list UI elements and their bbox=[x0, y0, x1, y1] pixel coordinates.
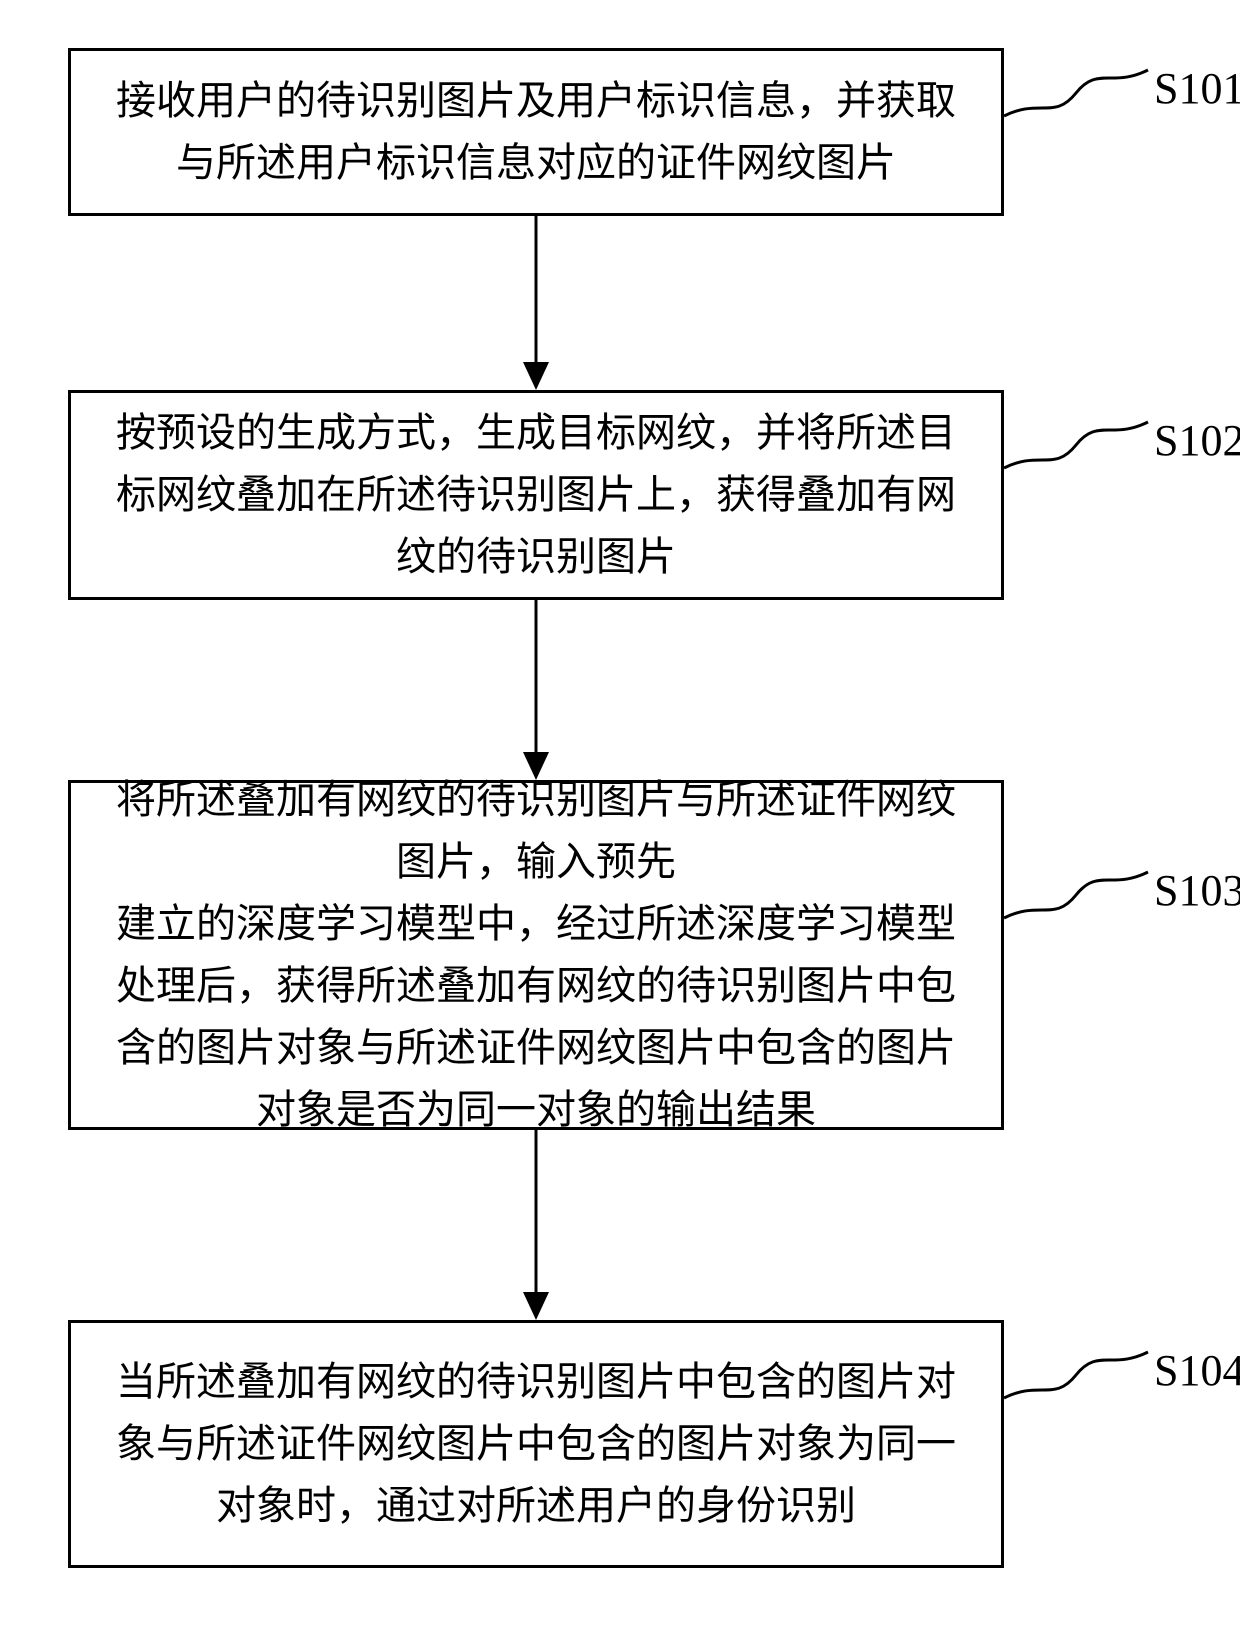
flow-step-label: S104 bbox=[1154, 1345, 1240, 1396]
flow-arrow bbox=[0, 0, 566, 1324]
flow-step-label: S103 bbox=[1154, 865, 1240, 916]
flow-step-label: S101 bbox=[1154, 63, 1240, 114]
flow-step-label: S102 bbox=[1154, 415, 1240, 466]
flowchart-canvas: 接收用户的待识别图片及用户标识信息，并获取与所述用户标识信息对应的证件网纹图片S… bbox=[0, 0, 1240, 1627]
